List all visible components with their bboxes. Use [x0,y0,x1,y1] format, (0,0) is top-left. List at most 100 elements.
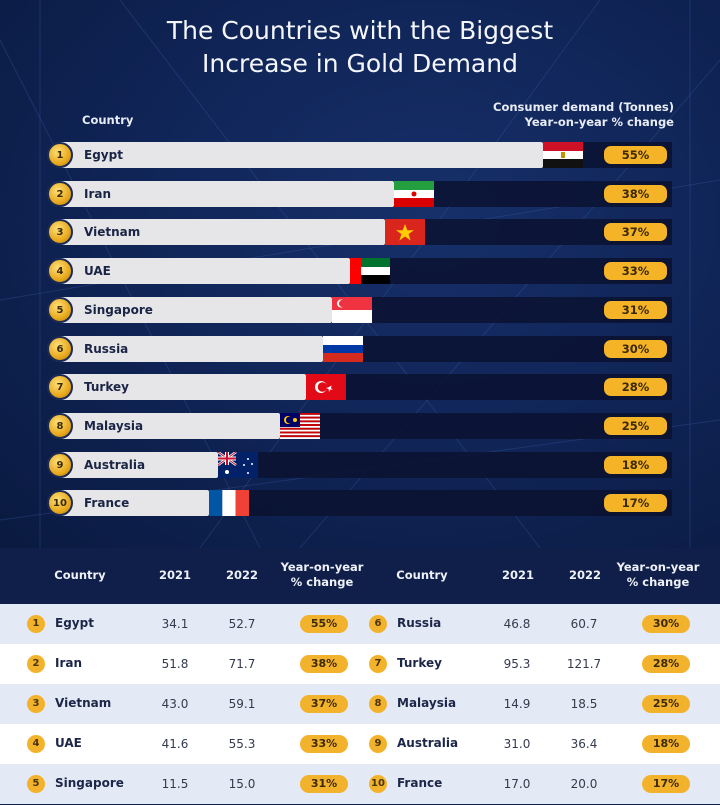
value-2021: 31.0 [503,737,531,751]
rank-medal: 2 [47,181,73,207]
data-table: Country 2021 2022 Year-on-year % change … [0,548,720,805]
rank-medal: 7 [47,374,73,400]
pct-data-label: 17% [602,492,669,514]
pct-change-badge: 31% [300,775,348,793]
bar-turkey [60,374,306,400]
th-2022-right: 2022 [568,568,601,582]
value-2022: 52.7 [228,617,256,631]
pct-change-badge: 28% [642,655,690,673]
pct-data-label: 28% [602,376,669,398]
rank-badge: 8 [369,695,387,713]
value-2021: 95.3 [503,657,531,671]
pct-change-badge: 55% [300,615,348,633]
table-row: 5 Singapore 11.5 15.0 31% 10 France 17.0 20.0 17% [0,764,720,804]
th-yoy-line1: Year-on-year [616,560,700,574]
rank-badge: 3 [27,695,45,713]
iran-flag-icon [394,181,434,207]
rank-medal: 1 [47,142,73,168]
rank-badge: 7 [369,655,387,673]
pct-data-label: 31% [602,299,669,321]
pct-data-label: 38% [602,183,669,205]
th-yoy-line2: % change [626,575,690,589]
france-flag-icon [209,490,249,516]
bar-label: Vietnam [84,225,141,239]
bar-label: Russia [84,342,129,356]
value-2022: 55.3 [228,737,256,751]
table-row: 4 UAE 41.6 55.3 33% 9 Australia 31.0 36.4 18% [0,724,720,764]
pct-change-badge: 18% [642,735,690,753]
table-header: Country 2021 2022 Year-on-year % change … [0,548,720,604]
singapore-flag-icon [332,297,372,323]
value-2022: 121.7 [566,657,602,671]
value-2022: 36.4 [570,737,598,751]
th-2022-left: 2022 [225,568,258,582]
title-line-2: Increase in Gold Demand [202,49,518,78]
chart-title: The Countries with the Biggest Increase … [0,14,720,80]
value-2022: 15.0 [228,777,256,791]
pct-change-badge: 33% [300,735,348,753]
rank-badge: 6 [369,615,387,633]
value-2022: 59.1 [228,697,256,711]
bar-label: UAE [84,264,111,278]
rank-medal: 5 [47,297,73,323]
bar-label: Iran [84,187,112,201]
bar-chart: 1 Egypt 55% 2 Iran 38% 3 Vietnam 37% 4 UAE 33% 5 Sing… [47,142,672,516]
pct-change-badge: 38% [300,655,348,673]
bar-australia [60,452,218,478]
th-country-left: Country [54,568,106,582]
value-2021: 46.8 [503,617,531,631]
pct-data-label: 37% [602,221,669,243]
pct-change-badge: 37% [300,695,348,713]
th-2021-left: 2021 [158,568,191,582]
egypt-flag-icon [543,142,583,168]
country-name: France [397,776,443,790]
th-yoy-line2: % change [290,575,354,589]
value-2022: 71.7 [228,657,256,671]
country-name: Australia [397,736,459,750]
rank-medal: 9 [47,452,73,478]
title-line-1: The Countries with the Biggest [166,16,554,45]
country-name: Russia [397,616,442,630]
yoy-change-label: Year-on-year % change [524,115,674,129]
value-2022: 60.7 [570,617,598,631]
country-name: Egypt [55,616,94,630]
rank-medal: 4 [47,258,73,284]
chart-panel: The Countries with the Biggest Increase … [0,0,720,548]
vietnam-flag-icon [385,219,425,245]
table-row: 3 Vietnam 43.0 59.1 37% 8 Malaysia 14.9 18.5 25% [0,684,720,724]
pct-change-badge: 25% [642,695,690,713]
rank-badge: 1 [27,615,45,633]
consumer-demand-label: Consumer demand (Tonnes) [493,100,674,114]
australia-flag-icon [217,450,258,478]
rank-medal: 3 [47,219,73,245]
turkey-flag-icon [306,374,346,400]
bar-uae [60,258,350,284]
rank-badge: 9 [369,735,387,753]
table-row: 2 Iran 51.8 71.7 38% 7 Turkey 95.3 121.7 28% [0,644,720,684]
bar-label: Egypt [84,148,123,162]
bar-russia [60,336,323,362]
country-name: Singapore [55,776,124,790]
pct-change-badge: 17% [642,775,690,793]
malaysia-flag-icon [280,413,320,439]
rank-badge: 5 [27,775,45,793]
bar-malaysia [60,413,280,439]
bar-singapore [60,297,332,323]
th-yoy-line1: Year-on-year [280,560,364,574]
value-2021: 51.8 [161,657,189,671]
bar-label: Australia [84,458,146,472]
bar-vietnam [60,219,385,245]
country-name: Iran [55,656,83,670]
th-2021-right: 2021 [501,568,534,582]
value-2021: 14.9 [503,697,531,711]
rank-badge: 4 [27,735,45,753]
value-2021: 34.1 [161,617,189,631]
bar-label: Turkey [84,380,129,394]
rank-badge: 2 [27,655,45,673]
uae-flag-icon [350,258,390,284]
pct-data-label: 55% [602,144,669,166]
pct-data-label: 30% [602,338,669,360]
country-name: Malaysia [397,696,457,710]
table-row: 1 Egypt 34.1 52.7 55% 6 Russia 46.8 60.7 30% [0,604,720,644]
value-2021: 41.6 [161,737,189,751]
